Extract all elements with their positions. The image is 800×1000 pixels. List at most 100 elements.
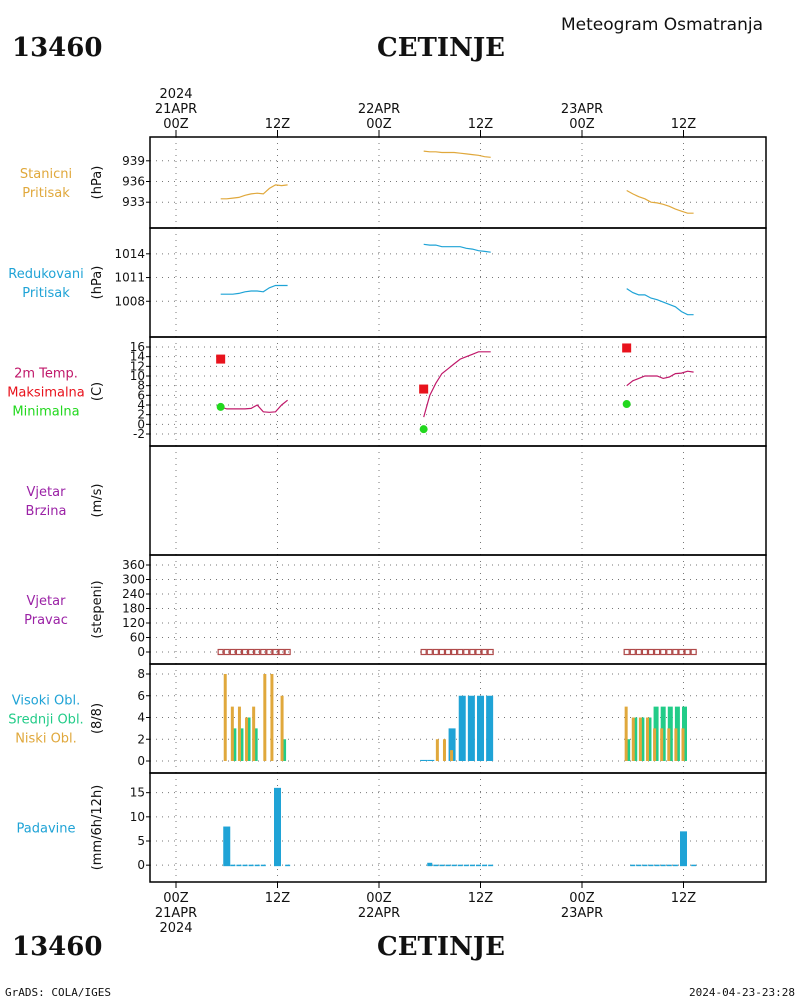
y-tick-label: 240 [122,587,145,601]
series-line [626,189,694,214]
y-tick-label: 15 [130,786,145,800]
top-time-label: 23APR [561,102,603,117]
precipitation-bar [636,864,642,867]
low-cloud-bar [631,717,635,761]
panel-unit-label: (hPa) [90,266,105,300]
y-tick-label: 1011 [114,271,145,285]
panel-title-line: Srednji Obl. [8,713,83,728]
precipitation-bar [463,864,469,867]
high-cloud-bar [420,759,428,761]
wind-direction-marker [623,648,630,656]
bottom-time-label: 23APR [561,906,603,921]
panel-title-line: Pravac [24,613,68,628]
panel-frame [149,445,767,556]
wind-direction-marker [463,648,470,656]
high-cloud-bar [448,728,456,761]
precipitation-bar [672,864,678,867]
wind-direction-marker [678,648,685,656]
bottom-time-label: 2024 [159,921,192,936]
wind-direction-marker [647,648,655,656]
panel-title-line: Niski Obl. [15,732,77,747]
precipitation-bar [660,864,666,867]
y-tick-label: 8 [137,379,145,393]
header-product-title: Meteogram Osmatranja [561,15,763,35]
wind-direction-marker [641,648,649,656]
panel-title-line: Maksimalna [7,386,85,401]
panel-unit-label: (m/s) [90,484,105,518]
panel-title-line: Pritisak [22,186,70,201]
y-tick-label: 360 [122,558,145,572]
panel-4: (m/s) Vjetar Brzina [26,445,767,556]
low-cloud-bar [638,717,642,761]
panel-frame [149,227,767,338]
panel-title-line: Vjetar [27,594,67,609]
bottom-time-label: 12Z [468,891,494,906]
y-tick-label: 0 [137,417,145,431]
wind-direction-marker [475,648,482,656]
panel-title-line: Stanicni [20,167,72,182]
y-tick-label: 6 [137,388,145,402]
wind-direction-marker [223,648,230,656]
precipitation-bar [691,864,697,867]
wind-direction-marker [438,648,446,656]
wind-direction-marker [229,648,236,656]
panel-frame [149,772,767,883]
low-cloud-bar [681,728,685,761]
y-tick-label: 300 [122,573,145,587]
min-temp-marker [622,400,631,409]
low-cloud-bar [263,674,267,761]
y-tick-label: 12 [130,359,145,373]
low-cloud-bar [645,717,649,761]
precipitation-bar [488,864,494,867]
y-tick-label: 4 [137,398,145,412]
top-time-label: 21APR [155,102,197,117]
wind-direction-marker [660,648,667,656]
series-line [220,184,288,200]
precipitation-bar [475,864,481,867]
panel-unit-label: (stepeni) [90,580,105,638]
y-tick-label: 933 [122,195,145,209]
precipitation-bar [445,864,451,867]
precipitation-bar [469,864,475,867]
y-tick-label: 936 [122,175,145,189]
wind-direction-marker [635,648,642,656]
precipitation-bar [427,862,433,867]
wind-direction-marker [672,648,679,656]
panel-1: 933 936 939 (hPa) Stanicni Pritisak [20,136,767,229]
panel-unit-label: (mm/6h/12h) [90,785,105,871]
low-cloud-bar [223,674,227,761]
wind-direction-marker [272,648,279,656]
series-line [423,150,491,158]
footer-credit: GrADS: COLA/IGES [5,986,111,999]
series-line [626,288,694,316]
y-tick-label: 2 [137,408,145,422]
y-tick-label: 180 [122,602,145,616]
wind-direction-marker [420,648,427,656]
top-time-label: 22APR [358,102,400,117]
low-cloud-bar [280,695,284,761]
low-cloud-bar [674,728,678,761]
wind-direction-marker [260,648,267,656]
y-tick-label: 0 [137,858,145,872]
precipitation-bar [223,826,231,867]
low-cloud-bar [270,674,274,761]
wind-direction-marker [481,648,488,656]
series-line [626,370,694,387]
high-cloud-bar [486,695,494,761]
y-tick-label: 10 [130,369,145,383]
panel-title-line: Redukovani [8,267,83,282]
min-temp-marker [419,425,428,434]
precipitation-bar [236,864,242,867]
precipitation-bar [260,864,266,867]
low-cloud-bar [237,706,241,761]
footer-station-name: CETINJE [377,932,505,962]
bottom-time-label: 22APR [358,906,400,921]
y-tick-label: 60 [130,631,145,645]
precipitation-bar [457,864,463,867]
wind-direction-marker [629,648,636,656]
precipitation-bar [654,864,660,867]
